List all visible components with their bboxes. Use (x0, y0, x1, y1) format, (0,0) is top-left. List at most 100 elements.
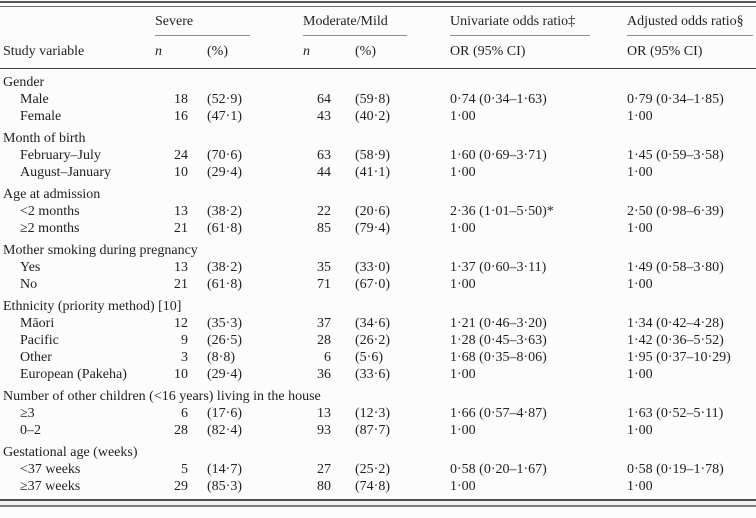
group-header-row: Gender (0, 69, 756, 92)
severe-n-cell: 12 (174, 316, 188, 331)
severe-n-cell: 10 (174, 165, 188, 180)
col-header-severe-n: n (150, 36, 205, 69)
moderate-pct-cell: (25·2) (355, 462, 390, 477)
moderate-n-cell: 22 (317, 204, 331, 219)
adjusted-or-cell: 1·00 (627, 277, 653, 292)
moderate-pct-cell: (33·6) (355, 367, 390, 382)
group-label: Gender (3, 75, 45, 90)
severe-n-cell: 29 (174, 479, 188, 494)
adjusted-spanner-rule (627, 35, 753, 36)
severe-pct-cell: (85·3) (207, 479, 242, 494)
moderate-pct-cell: (12·3) (355, 406, 390, 421)
moderate-n-cell: 64 (317, 92, 331, 107)
moderate-n-cell: 27 (317, 462, 331, 477)
data-row: Yes 13 (38·2) 35 (33·0) 1·37 (0·60–3·11) 1·49 … (0, 259, 756, 276)
col-group-moderate-mild: Moderate/Mild (298, 7, 445, 36)
data-row: ≥3 6 (17·6) 13 (12·3) 1·66 (0·57–4·87) 1·63 (0… (0, 405, 756, 422)
group-header-row: Number of other children (<16 years) liv… (0, 383, 756, 405)
study-variable-cell: ≥37 weeks (20, 479, 81, 494)
adjusted-or-cell: 0·79 (0·34–1·85) (627, 92, 724, 107)
severe-pct-cell: (26·5) (207, 333, 242, 348)
moderate-n-cell: 13 (317, 406, 331, 421)
data-row: Other 3 (8·8) 6 (5·6) 1·68 (0·35–8·06) 1·95 (0… (0, 349, 756, 366)
univariate-or-cell: 2·36 (1·01–5·50)* (450, 204, 554, 219)
univariate-or-cell: 1·66 (0·57–4·87) (450, 406, 547, 421)
severe-n-cell: 13 (174, 260, 188, 275)
study-variable-cell: European (Pakeha) (20, 367, 127, 382)
moderate-pct-cell: (41·1) (355, 165, 390, 180)
study-variable-cell: Female (20, 109, 62, 124)
moderate-n-cell: 6 (324, 350, 331, 365)
table-top-double-rule (0, 1, 756, 7)
severe-pct-cell: (14·7) (207, 462, 242, 477)
severe-pct-cell: (61·8) (207, 221, 242, 236)
moderate-pct-cell: (20·6) (355, 204, 390, 219)
severe-n-cell: 18 (174, 92, 188, 107)
adjusted-or-cell: 1·00 (627, 221, 653, 236)
data-row: ≥2 months 21 (61·8) 85 (79·4) 1·00 1·00 (0, 220, 756, 237)
col-header-moderate-pct: (%) (353, 36, 445, 69)
data-row: European (Pakeha) 10 (29·4) 36 (33·6) 1·00 1·0… (0, 366, 756, 383)
col-header-severe-pct: (%) (205, 36, 298, 69)
moderate-n-cell: 43 (317, 109, 331, 124)
data-row: No 21 (61·8) 71 (67·0) 1·00 1·00 (0, 276, 756, 293)
univariate-or-cell: 1·00 (450, 277, 476, 292)
moderate-n-cell: 85 (317, 221, 331, 236)
group-label: Gestational age (weeks) (3, 445, 138, 460)
data-row: February–July 24 (70·6) 63 (58·9) 1·60 (0·69–… (0, 147, 756, 164)
adjusted-or-cell: 2·50 (0·98–6·39) (627, 204, 724, 219)
severe-n-cell: 10 (174, 367, 188, 382)
data-row: 0–2 28 (82·4) 93 (87·7) 1·00 1·00 (0, 422, 756, 439)
univariate-or-cell: 1·00 (450, 367, 476, 382)
severe-pct-cell: (38·2) (207, 260, 242, 275)
study-variable-cell: 0–2 (20, 423, 41, 438)
severe-n-cell: 5 (181, 462, 188, 477)
study-variable-cell: February–July (20, 148, 101, 163)
severe-pct-cell: (47·1) (207, 109, 242, 124)
group-label: Age at admission (3, 187, 101, 202)
adjusted-or-cell: 1·49 (0·58–3·80) (627, 260, 724, 275)
severe-n-cell: 3 (181, 350, 188, 365)
moderate-pct-cell: (5·6) (355, 350, 383, 365)
col-header-univariate-or-ci: OR (95% CI) (445, 36, 622, 69)
group-header-row: Month of birth (0, 125, 756, 147)
adjusted-or-cell: 1·00 (627, 165, 653, 180)
severe-pct-cell: (29·4) (207, 165, 242, 180)
severe-pct-cell: (61·8) (207, 277, 242, 292)
col-header-study-variable: Study variable (0, 36, 150, 69)
moderate-n-cell: 36 (317, 367, 331, 382)
study-variable-cell: <37 weeks (20, 462, 81, 477)
moderate-mild-spanner-rule (303, 35, 407, 36)
severe-group-label: Severe (155, 14, 194, 29)
moderate-n-cell: 44 (317, 165, 331, 180)
moderate-pct-cell: (26·2) (355, 333, 390, 348)
severe-pct-cell: (8·8) (207, 350, 235, 365)
severe-pct-cell: (38·2) (207, 204, 242, 219)
severe-pct-cell: (35·3) (207, 316, 242, 331)
moderate-mild-group-label: Moderate/Mild (303, 14, 388, 29)
moderate-n-cell: 28 (317, 333, 331, 348)
univariate-or-cell: 1·00 (450, 423, 476, 438)
severe-pct-cell: (17·6) (207, 406, 242, 421)
adjusted-or-cell: 1·00 (627, 367, 653, 382)
severe-n-cell: 21 (174, 277, 188, 292)
severe-pct-cell: (52·9) (207, 92, 242, 107)
univariate-or-cell: 1·00 (450, 221, 476, 236)
univariate-or-cell: 1·00 (450, 165, 476, 180)
data-row: Male 18 (52·9) 64 (59·8) 0·74 (0·34–1·63) 0·79… (0, 91, 756, 108)
moderate-n-cell: 80 (317, 479, 331, 494)
column-header-row: Study variable n (%) n (%) OR (95% CI) O… (0, 36, 756, 69)
data-row: ≥37 weeks 29 (85·3) 80 (74·8) 1·00 1·00 (0, 478, 756, 495)
adjusted-or-cell: 1·00 (627, 109, 653, 124)
moderate-pct-cell: (34·6) (355, 316, 390, 331)
adjusted-or-cell: 1·42 (0·36–5·52) (627, 333, 724, 348)
severe-pct-cell: (70·6) (207, 148, 242, 163)
empty-corner-cell (0, 7, 150, 36)
group-header-row: Mother smoking during pregnancy (0, 237, 756, 259)
severe-pct-cell: (29·4) (207, 367, 242, 382)
group-header-row: Age at admission (0, 181, 756, 203)
adjusted-or-cell: 1·95 (0·37–10·29) (627, 350, 731, 365)
univariate-or-group-label: Univariate odds ratio‡ (450, 14, 576, 29)
univariate-or-cell: 1·00 (450, 109, 476, 124)
